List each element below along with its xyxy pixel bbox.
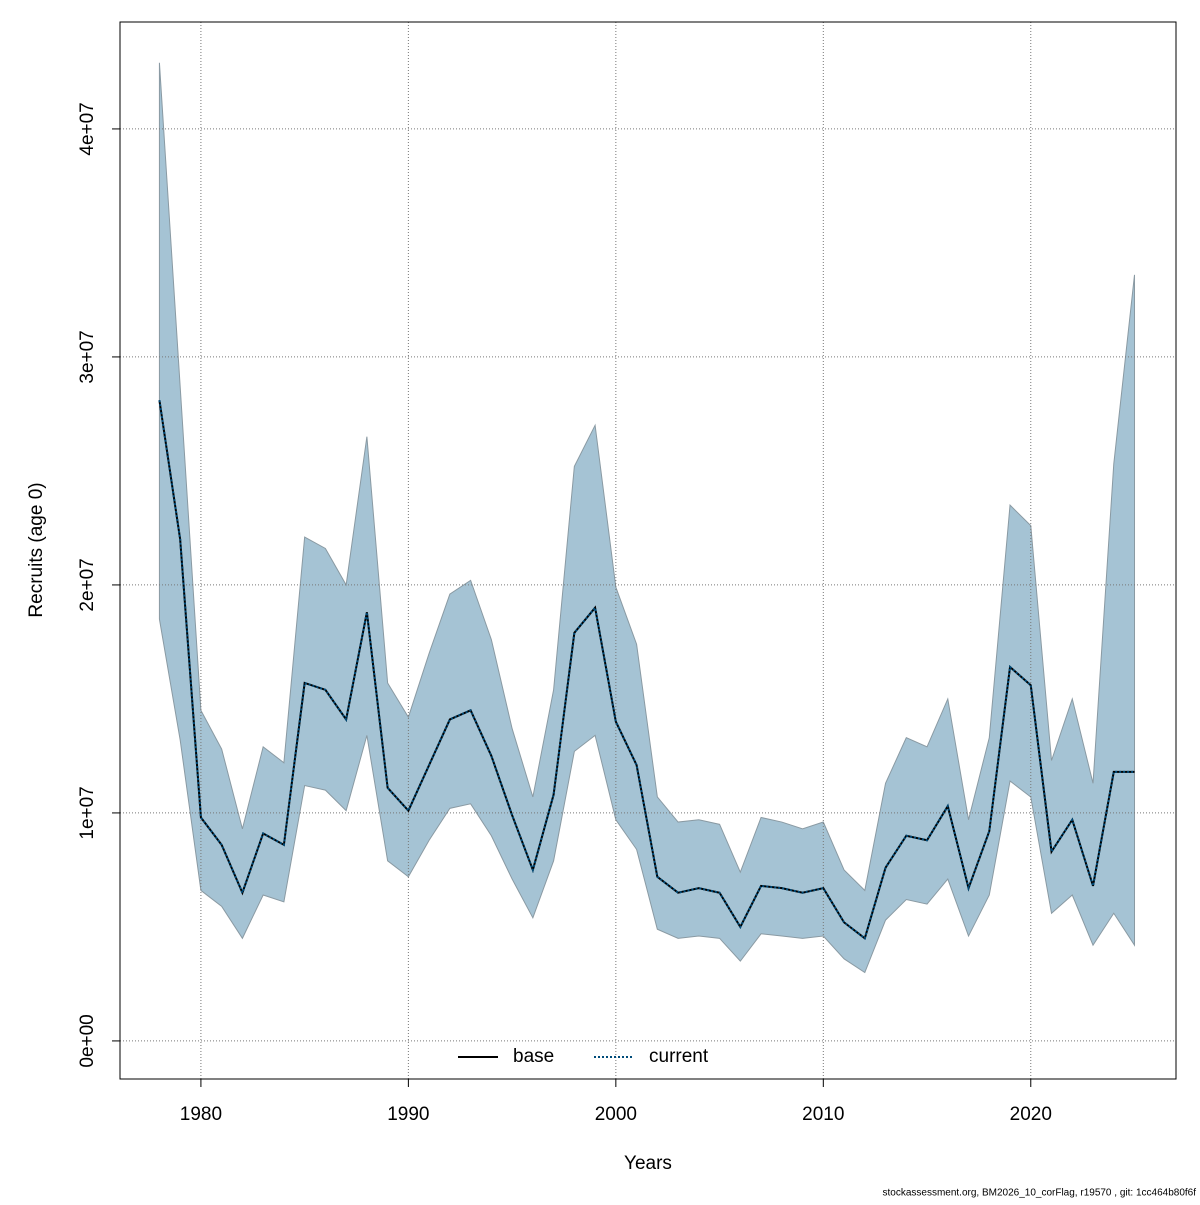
- y-tick-label: 3e+07: [77, 330, 98, 383]
- legend-label: current: [649, 1046, 709, 1067]
- footnote: stockassessment.org, BM2026_10_corFlag, …: [882, 1188, 1196, 1199]
- plot-frame: [119, 21, 1177, 1080]
- y-tick-label: 0e+00: [77, 1014, 98, 1067]
- x-tick-label: 2020: [1010, 1104, 1052, 1125]
- x-tick-label: 1980: [180, 1104, 222, 1125]
- y-tick-label: 4e+07: [77, 102, 98, 155]
- x-tick-label: 2010: [802, 1104, 844, 1125]
- x-tick-label: 2000: [595, 1104, 637, 1125]
- series-line: [158, 400, 1135, 941]
- x-tick-label: 1990: [387, 1104, 429, 1125]
- x-axis-label: Years: [624, 1153, 672, 1174]
- confidence-band: [158, 62, 1136, 974]
- y-axis-label: Recruits (age 0): [26, 482, 47, 617]
- y-tick-label: 2e+07: [77, 558, 98, 611]
- y-tick-label: 1e+07: [77, 786, 98, 839]
- legend-label: base: [513, 1046, 554, 1067]
